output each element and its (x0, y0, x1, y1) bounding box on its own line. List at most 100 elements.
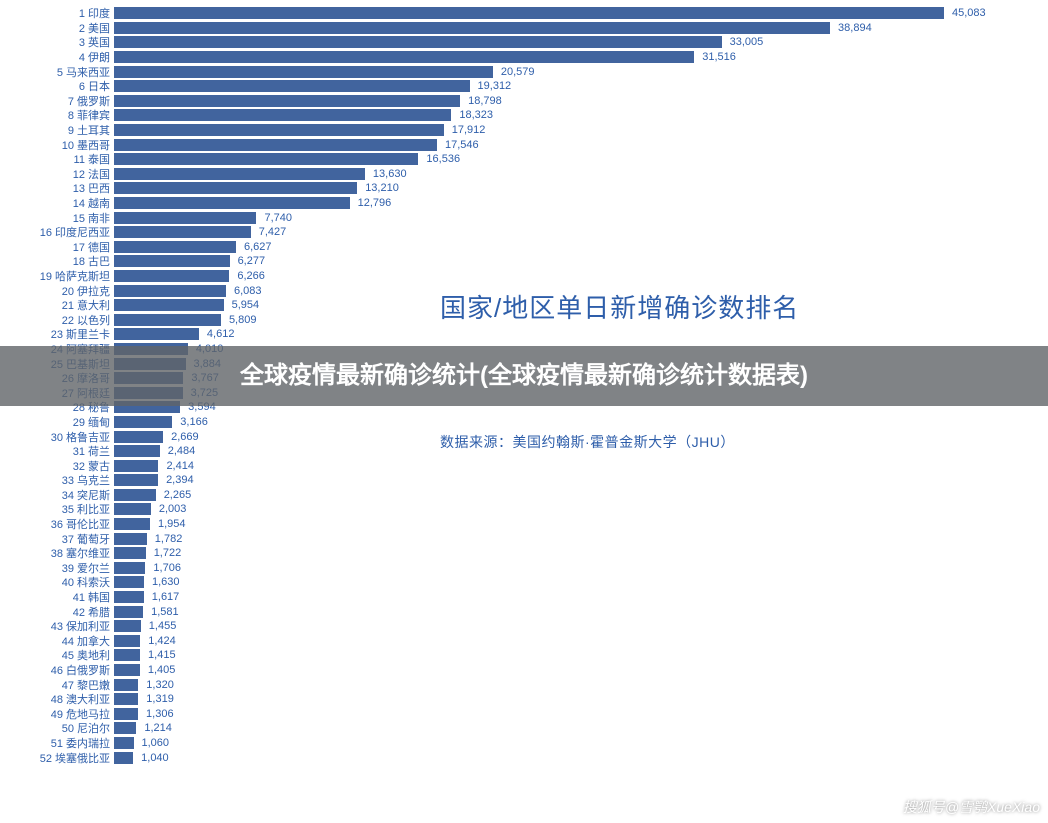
row-value: 38,894 (838, 22, 872, 34)
bar-wrap: 1,782 (114, 533, 182, 545)
chart-row: 29 缅甸 3,166 (0, 415, 1048, 430)
bar (114, 153, 418, 165)
row-label: 31 荷兰 (0, 443, 114, 459)
row-label: 22 以色列 (0, 312, 114, 328)
bar-wrap: 4,612 (114, 328, 234, 340)
bar (114, 328, 199, 340)
row-label: 6 日本 (0, 78, 114, 94)
bar (114, 139, 437, 151)
row-label: 19 哈萨克斯坦 (0, 268, 114, 284)
row-label: 50 尼泊尔 (0, 720, 114, 736)
row-label: 23 斯里兰卡 (0, 326, 114, 342)
chart-row: 6 日本 19,312 (0, 79, 1048, 94)
chart-row: 17 德国6,627 (0, 240, 1048, 255)
bar-wrap: 18,798 (114, 95, 502, 107)
row-value: 1,415 (148, 649, 176, 661)
chart-row: 7 俄罗斯18,798 (0, 94, 1048, 109)
bar-wrap: 1,617 (114, 591, 179, 603)
bar-wrap: 16,536 (114, 153, 460, 165)
bar-wrap: 20,579 (114, 66, 535, 78)
bar (114, 752, 133, 764)
bar (114, 474, 158, 486)
row-value: 13,630 (373, 168, 407, 180)
bar (114, 416, 172, 428)
chart-row: 52 埃塞俄比亚1,040 (0, 750, 1048, 765)
bar-wrap: 33,005 (114, 36, 763, 48)
bar (114, 591, 144, 603)
row-label: 35 利比亚 (0, 501, 114, 517)
row-label: 44 加拿大 (0, 633, 114, 649)
chart-row: 32 蒙古2,414 (0, 458, 1048, 473)
row-label: 29 缅甸 (0, 414, 114, 430)
bar (114, 460, 158, 472)
bar (114, 197, 350, 209)
bar-wrap: 7,740 (114, 212, 292, 224)
row-label: 39 爱尔兰 (0, 560, 114, 576)
chart-row: 40 科索沃1,630 (0, 575, 1048, 590)
bar (114, 314, 221, 326)
row-value: 13,210 (365, 182, 399, 194)
chart-row: 42 希腊1,581 (0, 604, 1048, 619)
bar (114, 503, 151, 515)
row-label: 21 意大利 (0, 297, 114, 313)
bar (114, 533, 147, 545)
row-label: 47 黎巴嫩 (0, 677, 114, 693)
row-label: 12 法国 (0, 166, 114, 182)
bar-wrap: 6,627 (114, 241, 272, 253)
bar (114, 255, 230, 267)
row-value: 1,782 (155, 533, 183, 545)
row-label: 17 德国 (0, 239, 114, 255)
chart-row: 45 奥地利 1,415 (0, 648, 1048, 663)
chart-row: 39 爱尔兰1,706 (0, 561, 1048, 576)
bar (114, 606, 143, 618)
row-value: 19,312 (478, 80, 512, 92)
row-value: 4,612 (207, 328, 235, 340)
data-source-label: 数据来源：美国约翰斯·霍普金斯大学（JHU） (440, 432, 735, 452)
row-label: 3 英国 (0, 34, 114, 50)
row-label: 43 保加利亚 (0, 618, 114, 634)
bar (114, 7, 944, 19)
row-value: 1,617 (152, 591, 180, 603)
bar (114, 241, 236, 253)
overlay-text: 全球疫情最新确诊统计(全球疫情最新确诊统计数据表) (240, 362, 808, 391)
row-value: 1,060 (142, 737, 170, 749)
row-value: 3,166 (180, 416, 208, 428)
bar (114, 22, 830, 34)
bar-wrap: 1,060 (114, 737, 169, 749)
row-value: 2,003 (159, 503, 187, 515)
bar-wrap: 7,427 (114, 226, 286, 238)
row-value: 17,546 (445, 139, 479, 151)
bar (114, 649, 140, 661)
chart-row: 48 澳大利亚1,319 (0, 692, 1048, 707)
row-value: 16,536 (426, 153, 460, 165)
row-value: 1,424 (148, 635, 176, 647)
row-label: 10 墨西哥 (0, 137, 114, 153)
row-label: 14 越南 (0, 195, 114, 211)
bar (114, 635, 140, 647)
chart-row: 46 白俄罗斯1,405 (0, 663, 1048, 678)
row-label: 15 南非 (0, 210, 114, 226)
chart-row: 14 越南12,796 (0, 196, 1048, 211)
row-label: 33 乌克兰 (0, 472, 114, 488)
chart-row: 41 韩国1,617 (0, 590, 1048, 605)
chart-row: 1 印度45,083 (0, 6, 1048, 21)
bar-wrap: 1,214 (114, 722, 172, 734)
row-value: 1,722 (154, 547, 182, 559)
row-value: 1,319 (146, 693, 174, 705)
chart-row: 44 加拿大 1,424 (0, 634, 1048, 649)
bar (114, 445, 160, 457)
bar-wrap: 6,083 (114, 285, 262, 297)
row-label: 46 白俄罗斯 (0, 662, 114, 678)
row-value: 45,083 (952, 7, 986, 19)
row-label: 45 奥地利 (0, 647, 114, 663)
bar-wrap: 1,319 (114, 693, 174, 705)
row-label: 40 科索沃 (0, 574, 114, 590)
bar-wrap: 31,516 (114, 51, 736, 63)
row-value: 33,005 (730, 36, 764, 48)
bar (114, 664, 140, 676)
row-value: 2,484 (168, 445, 196, 457)
bar (114, 124, 444, 136)
bar-wrap: 1,415 (114, 649, 176, 661)
bar-wrap: 5,954 (114, 299, 259, 311)
row-value: 2,414 (166, 460, 194, 472)
